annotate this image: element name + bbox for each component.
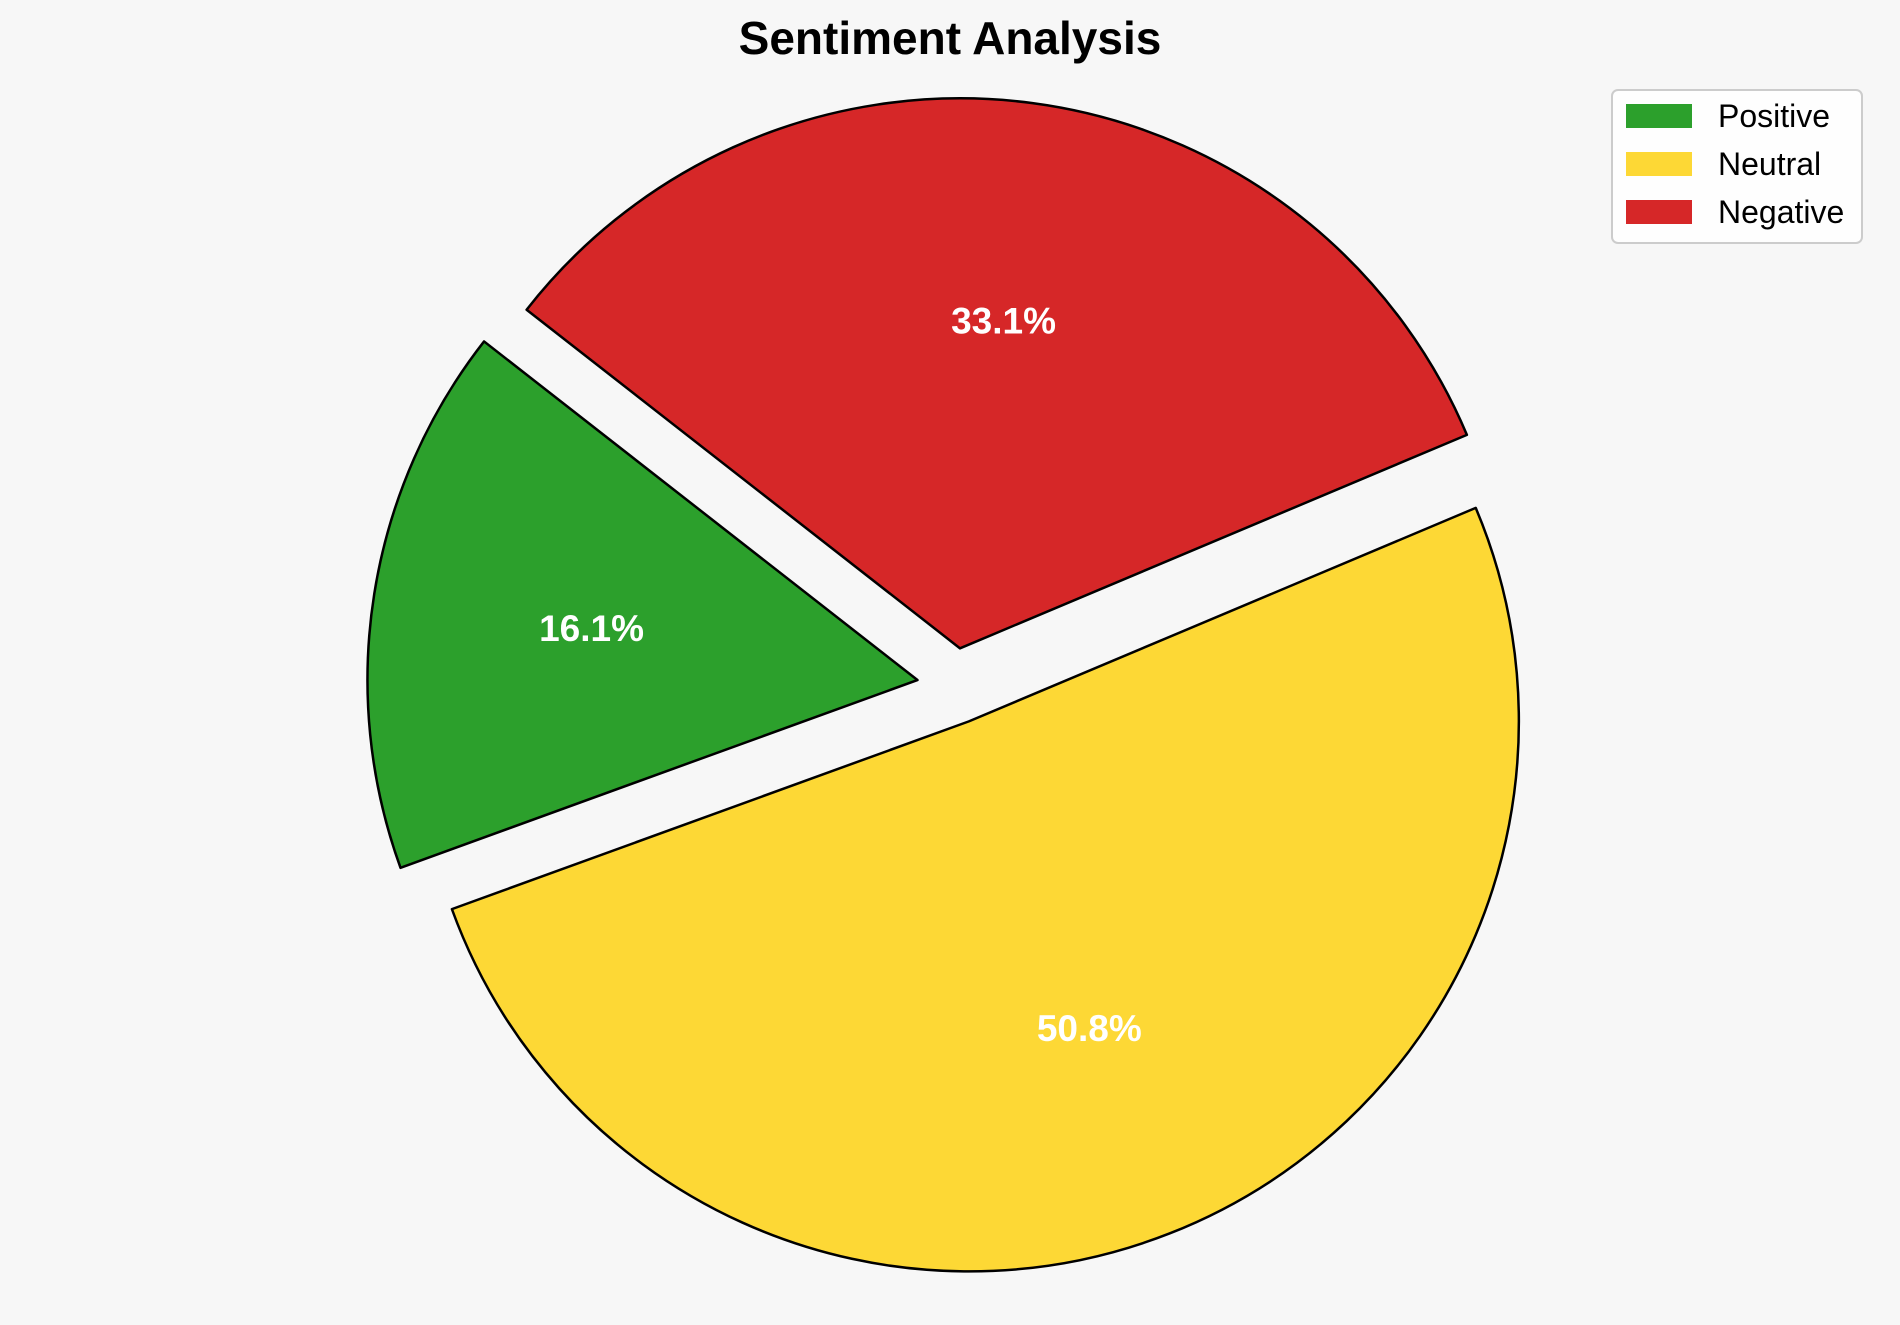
pie-slice-positive bbox=[366, 340, 919, 870]
pie-slice-neutral bbox=[450, 506, 1521, 1273]
legend-swatch-neutral bbox=[1626, 152, 1692, 176]
pie-slice-negative bbox=[525, 97, 1469, 650]
legend-label-negative: Negative bbox=[1718, 194, 1844, 230]
pct-label-negative: 33.1% bbox=[951, 301, 1056, 342]
legend-label-neutral: Neutral bbox=[1718, 146, 1821, 182]
pct-label-positive: 16.1% bbox=[539, 608, 644, 649]
legend: Positive Neutral Negative bbox=[1611, 89, 1863, 244]
legend-swatch-positive bbox=[1626, 104, 1692, 128]
pie-labels: 16.1% 50.8% 33.1% bbox=[539, 301, 1142, 1049]
legend-swatch-negative bbox=[1626, 200, 1692, 224]
pct-label-neutral: 50.8% bbox=[1037, 1008, 1142, 1049]
legend-label-positive: Positive bbox=[1718, 98, 1830, 134]
pie-slices bbox=[366, 97, 1521, 1273]
chart-title: Sentiment Analysis bbox=[739, 12, 1162, 64]
